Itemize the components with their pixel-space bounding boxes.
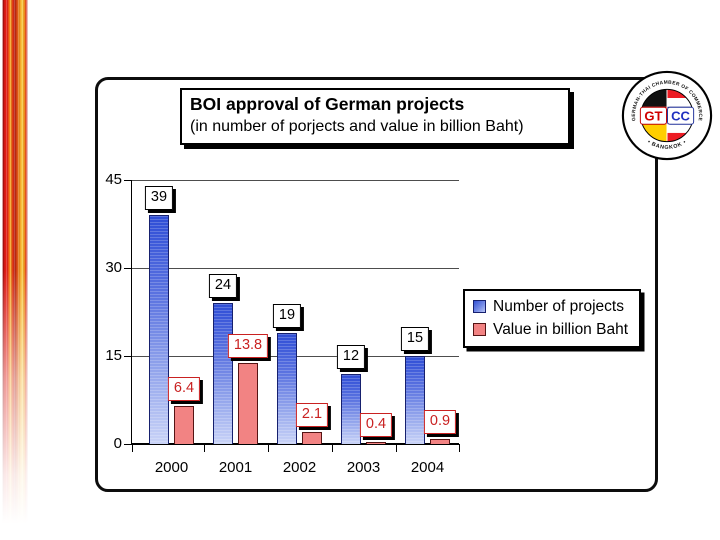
y-tick-label-30: 30: [105, 259, 122, 276]
logo-arc-text-bottom: • BANGKOK •: [646, 139, 688, 151]
legend: Number of projects Value in billion Baht: [463, 289, 641, 348]
chart-title: BOI approval of German projects: [190, 94, 465, 114]
x-tick-label-2004: 2004: [410, 459, 445, 476]
logo-gt-text: GT: [644, 108, 662, 123]
x-axis-tick-1: [203, 444, 205, 452]
logo-cc-text: CC: [671, 108, 690, 123]
plot-area: 0 15 30 45 2000 39 6.4 2001 24 13.8 2002 19 2.1 2003 1…: [105, 171, 460, 476]
bar-label-projects-2003: 12: [336, 344, 366, 369]
bar-label-value-2003: 0.4: [359, 412, 393, 437]
logo-gt-tag: [639, 106, 667, 125]
gtcc-logo: GERMAN-THAI CHAMBER OF COMMERCE • BANGKO…: [621, 70, 713, 161]
legend-swatch-value-in-billion-baht: [473, 323, 486, 336]
bar-label-value-2002: 2.1: [295, 402, 329, 427]
legend-label-number-of-projects: Number of projects: [493, 297, 624, 315]
bar-value-2001: [238, 363, 258, 444]
bar-value-2004: [430, 438, 450, 444]
x-tick-label-2003: 2003: [346, 459, 381, 476]
y-axis-tick-30: [124, 267, 132, 269]
x-axis-line: [131, 443, 459, 445]
y-axis-tick-45: [124, 179, 132, 181]
x-axis-tick-3: [331, 444, 333, 452]
x-axis-tick-4: [395, 444, 397, 452]
bar-label-projects-2001: 24: [208, 274, 238, 299]
chart-subtitle: (in number of porjects and value in bill…: [190, 118, 524, 135]
x-axis-tick-0: [132, 444, 133, 452]
flame-strip-decoration: [2, 0, 28, 540]
bar-value-2000: [174, 406, 194, 444]
bar-value-2002: [302, 431, 322, 444]
y-axis-tick-0: [124, 443, 132, 445]
gridline-30: [132, 268, 459, 269]
bar-value-2003: [366, 441, 386, 444]
bar-label-value-2001: 13.8: [227, 334, 269, 359]
x-axis-tick-5: [459, 444, 460, 452]
bar-projects-2003: [341, 373, 361, 444]
x-tick-label-2001: 2001: [218, 459, 253, 476]
chart-title-box: BOI approval of German projects (in numb…: [180, 88, 570, 145]
bar-label-projects-2002: 19: [272, 303, 302, 328]
x-axis-tick-2: [267, 444, 269, 452]
x-tick-label-2002: 2002: [282, 459, 317, 476]
legend-item-number-of-projects: Number of projects: [473, 295, 628, 318]
y-axis-tick-15: [124, 355, 132, 357]
bar-label-projects-2000: 39: [144, 186, 174, 211]
bar-label-value-2000: 6.4: [167, 377, 201, 402]
x-tick-label-2000: 2000: [154, 459, 189, 476]
y-tick-label-0: 0: [113, 435, 122, 452]
legend-swatch-number-of-projects: [473, 300, 486, 313]
bar-label-projects-2004: 15: [400, 327, 430, 351]
bar-projects-2001: [213, 303, 233, 444]
gridline-45: [132, 180, 459, 181]
bar-label-value-2004: 0.9: [423, 409, 457, 434]
content-box: BOI approval of German projects (in numb…: [95, 77, 658, 492]
legend-item-value-in-billion-baht: Value in billion Baht: [473, 318, 628, 341]
logo-cc-tag: [667, 106, 695, 125]
bar-projects-2004: [405, 356, 425, 444]
bar-projects-2002: [277, 332, 297, 444]
y-tick-label-45: 45: [105, 171, 122, 188]
bar-projects-2000: [149, 215, 169, 444]
legend-label-value-in-billion-baht: Value in billion Baht: [493, 320, 628, 338]
y-tick-label-15: 15: [105, 347, 122, 364]
